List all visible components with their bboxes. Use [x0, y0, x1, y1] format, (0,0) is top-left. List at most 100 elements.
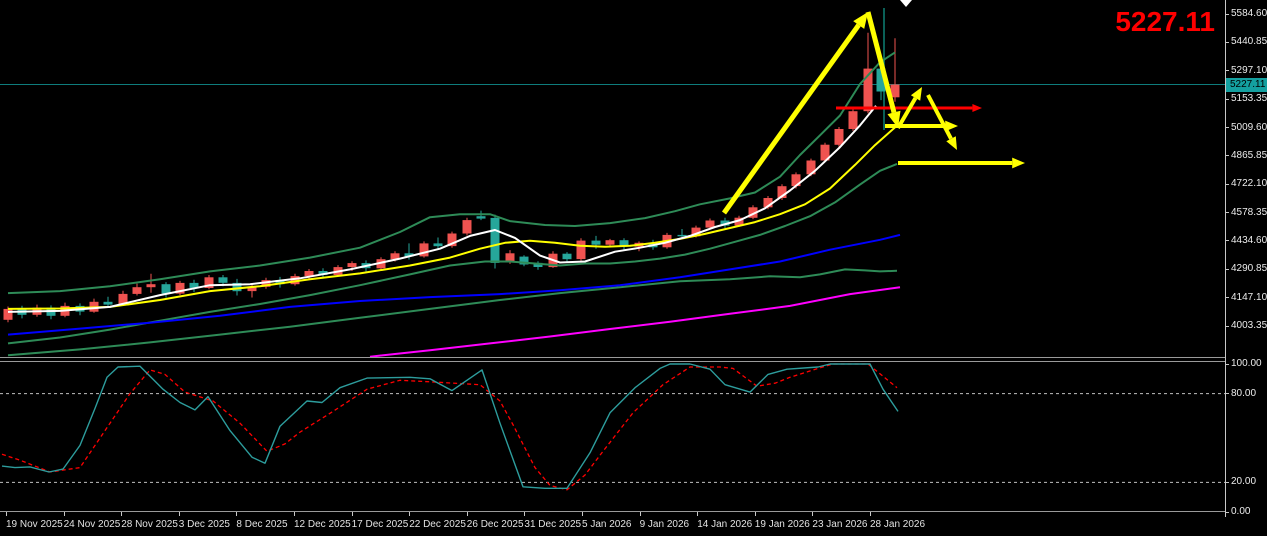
- date-tick-label: 24 Nov 2025: [63, 519, 121, 530]
- price-tick-label: 4147.10: [1231, 291, 1267, 303]
- candle: [777, 186, 787, 198]
- current-price-display: 5227.11: [1115, 6, 1215, 37]
- candle: [189, 282, 199, 288]
- indicator-tick: [1225, 393, 1229, 395]
- candlestick-chart[interactable]: [0, 0, 1225, 358]
- candle: [734, 217, 744, 226]
- indicator-tick: [1225, 511, 1229, 513]
- price-tick: [1225, 297, 1229, 299]
- candle: [347, 263, 357, 267]
- date-tick-label: 28 Jan 2026: [870, 519, 926, 530]
- candle: [476, 216, 486, 219]
- candle: [433, 243, 443, 247]
- candle: [605, 240, 615, 245]
- date-tick-label: 23 Jan 2026: [812, 519, 868, 530]
- date-tick-label: 17 Dec 2025: [351, 519, 409, 530]
- date-tick: [63, 512, 65, 516]
- price-tick: [1225, 13, 1229, 15]
- date-tick: [697, 512, 699, 516]
- panel-separator[interactable]: [0, 357, 1226, 362]
- candle: [247, 286, 257, 292]
- candle: [720, 220, 730, 226]
- band-lower-green: [7, 162, 898, 345]
- candle: [447, 233, 457, 247]
- price-tick-label: 4578.35: [1231, 206, 1267, 218]
- candle: [3, 308, 13, 320]
- indicator-tick-label: 100.00: [1231, 358, 1262, 369]
- date-tick: [524, 512, 526, 516]
- price-tick: [1225, 240, 1229, 242]
- candle: [376, 259, 386, 269]
- white-down-triangle-marker: [900, 0, 912, 7]
- price-tick: [1225, 70, 1229, 72]
- date-tick: [178, 512, 180, 516]
- candle: [691, 227, 701, 237]
- candle: [748, 207, 758, 218]
- candle: [576, 240, 586, 260]
- white-ma: [7, 105, 877, 313]
- date-tick-label: 19 Nov 2025: [6, 519, 63, 530]
- band-upper-green: [7, 51, 896, 295]
- price-tick-label: 4003.35: [1231, 320, 1267, 331]
- price-tick: [1225, 127, 1229, 128]
- candle: [103, 301, 113, 305]
- date-tick: [582, 512, 583, 516]
- date-tick: [870, 512, 871, 516]
- indicator-tick-label: 0.00: [1231, 506, 1251, 517]
- date-tick-label: 28 Nov 2025: [121, 519, 178, 530]
- candle: [175, 282, 185, 294]
- date-tick: [466, 512, 468, 516]
- candle: [591, 240, 601, 245]
- date-tick-label: 31 Dec 2025: [524, 519, 582, 530]
- price-tick-label: 4865.85: [1231, 149, 1267, 161]
- candle: [404, 253, 414, 257]
- candle: [519, 256, 529, 265]
- trend-up-arrow: [721, 23, 861, 215]
- current-price-badge-value: 5227.11: [1230, 78, 1266, 90]
- price-tick-label: 4290.85: [1231, 263, 1267, 275]
- price-tick: [1225, 98, 1229, 100]
- price-tick-label: 5440.85: [1231, 36, 1267, 48]
- stochastic-indicator-chart[interactable]: [0, 363, 1225, 513]
- candle: [834, 129, 844, 145]
- indicator-tick: [1225, 363, 1229, 365]
- date-tick: [294, 512, 295, 516]
- price-tick: [1225, 183, 1229, 185]
- price-tick: [1225, 155, 1229, 157]
- current-price-badge: 5227.11: [1226, 77, 1267, 92]
- trend-down-arrow-head: [887, 110, 901, 128]
- candle: [390, 253, 400, 260]
- candle: [619, 240, 629, 247]
- price-axis-line: [1225, 0, 1226, 517]
- resistance-arrow-red-head: [972, 104, 982, 112]
- price-tick-label: 5009.60: [1231, 121, 1267, 133]
- candle: [890, 84, 900, 98]
- drop-arrow: [926, 94, 953, 140]
- indicator-tick-label: 20.00: [1231, 476, 1257, 488]
- candle: [848, 111, 858, 129]
- price-tick: [1225, 212, 1229, 213]
- yellow-ma: [7, 126, 896, 310]
- candle: [791, 174, 801, 187]
- candle: [533, 262, 543, 267]
- candle: [218, 277, 228, 283]
- candle: [863, 68, 873, 112]
- date-tick-label: 5 Jan 2026: [582, 519, 632, 530]
- trend-down-arrow: [865, 11, 897, 114]
- candle: [318, 271, 328, 275]
- price-tick-label: 5584.60: [1231, 8, 1267, 19]
- candle: [132, 287, 142, 294]
- price-tick: [1225, 41, 1229, 43]
- candle: [304, 271, 314, 277]
- slow-green-ma: [7, 268, 898, 357]
- date-tick: [121, 512, 123, 516]
- date-tick-label: 14 Jan 2026: [697, 519, 753, 530]
- candle: [876, 68, 886, 92]
- price-tick-label: 4434.60: [1231, 234, 1267, 246]
- date-tick: [351, 512, 353, 516]
- drop-arrow-head: [946, 136, 957, 150]
- date-tick-label: 3 Dec 2025: [178, 519, 230, 530]
- candle: [204, 277, 214, 288]
- trend-up-arrow-head: [853, 12, 868, 29]
